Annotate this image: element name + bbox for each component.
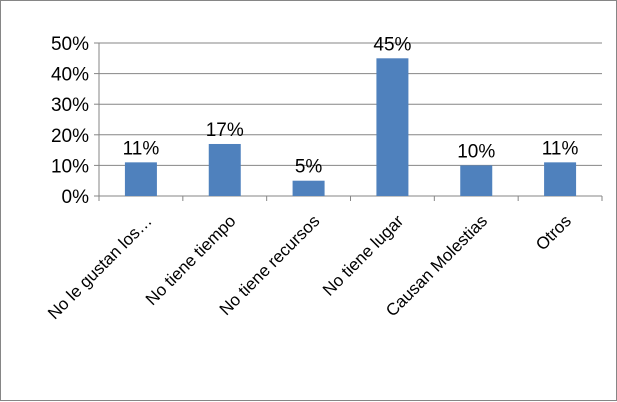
- bar: [376, 58, 409, 196]
- y-tick-labels: 0% 10% 20% 30% 40% 50%: [51, 34, 89, 208]
- bar: [124, 162, 157, 196]
- bar: [544, 162, 577, 196]
- data-label: 11%: [542, 138, 579, 159]
- bars: [124, 58, 577, 196]
- y-tick-label: 0%: [62, 187, 90, 208]
- data-labels: 11% 17% 5% 45% 10% 11%: [123, 34, 579, 177]
- data-label: 17%: [206, 120, 244, 141]
- y-tick-label: 30%: [51, 95, 89, 116]
- category-label: No le gustan los…: [44, 211, 156, 323]
- category-label: Otros: [532, 211, 575, 254]
- y-tick-label: 40%: [51, 65, 89, 86]
- axes: [94, 42, 603, 201]
- category-labels: No le gustan los…No tiene tiempo No tiene…: [44, 211, 575, 323]
- y-tick-label: 20%: [51, 126, 89, 147]
- category-label: No tiene tiempo: [142, 211, 240, 309]
- y-tick-label: 50%: [51, 34, 89, 55]
- bar: [460, 165, 493, 196]
- data-label: 5%: [295, 157, 323, 178]
- category-label: No tiene lugar: [319, 211, 408, 300]
- data-label: 11%: [123, 138, 160, 159]
- y-tick-label: 10%: [51, 156, 89, 177]
- bar: [208, 143, 241, 196]
- gridlines: [99, 42, 602, 166]
- data-label: 45%: [373, 34, 411, 55]
- data-label: 10%: [457, 141, 495, 162]
- bar: [292, 180, 325, 196]
